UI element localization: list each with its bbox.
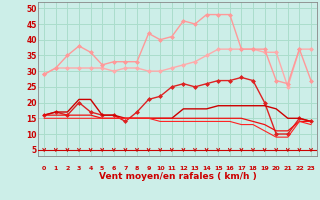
X-axis label: Vent moyen/en rafales ( km/h ): Vent moyen/en rafales ( km/h ) [99, 172, 256, 181]
